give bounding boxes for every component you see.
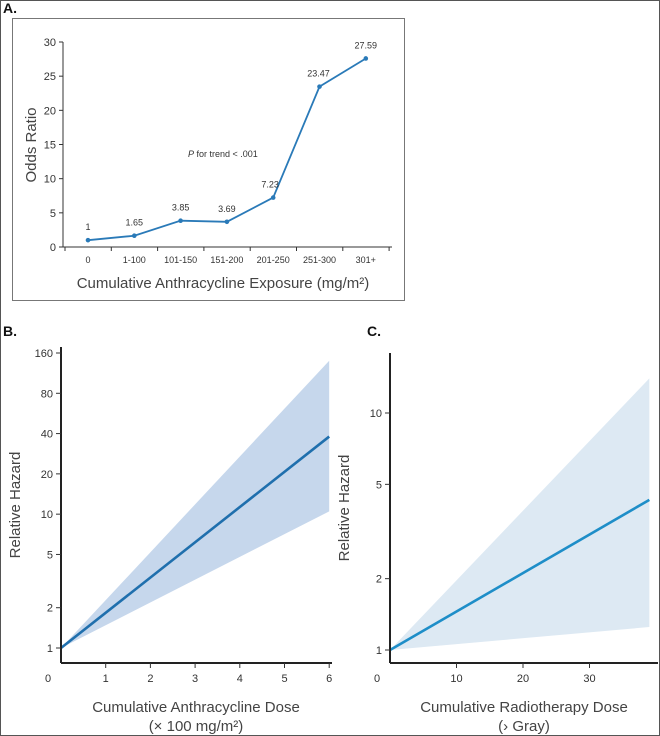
data-point-a [132,233,137,239]
y-tick-label-c: 2 [376,574,382,586]
x-tick-label-b: 0 [45,673,51,685]
y-tick-label-b: 5 [47,549,53,561]
y-tick-label-c: 10 [370,408,382,420]
x-tick-label-a: 251-300 [303,255,336,265]
y-tick-label-b: 160 [35,348,53,360]
x-tick-label-b: 6 [326,673,332,685]
x-tick-label-b: 2 [147,673,153,685]
y-tick-label-a: 30 [44,37,56,49]
panel-label-a: A. [3,0,17,16]
y-tick-label-b: 20 [41,469,53,481]
y-axis-label-c: Relative Hazard [336,455,353,562]
confidence-band-b [61,360,330,648]
y-axis-label-b: Relative Hazard [7,452,24,559]
series-line-c [389,498,651,652]
y-tick-label-c: 5 [376,479,382,491]
data-label-a: 3.85 [172,203,190,213]
x-tick-label-a: 151-200 [210,255,243,265]
x-tick-label-b: 3 [192,673,198,685]
data-point-a [85,237,91,243]
x-tick-label-b: 4 [237,673,243,685]
data-label-a: 1 [85,222,90,232]
x-tick-label-b: 5 [281,673,287,685]
data-point-a [317,84,322,89]
confidence-band-c [390,378,650,650]
x-tick-label-a: 0 [85,255,90,265]
y-tick-label-b: 80 [41,388,53,400]
panel-label-c: C. [367,323,381,339]
data-label-a: 7.23 [261,180,279,190]
x-axis-label-c: Cumulative Radiotherapy Dose [420,699,628,716]
y-tick-label-b: 40 [41,429,53,441]
y-tick-label-a: 0 [50,242,56,254]
y-tick-label-c: 1 [376,645,382,657]
x-axis-label-line2-c: (› Gray) [498,718,550,735]
x-tick-label-a: 301+ [356,255,376,265]
x-tick-label-a: 1-100 [123,255,146,265]
x-axis-label-a: Cumulative Anthracycline Exposure (mg/m²… [77,275,370,292]
x-tick-label-a: 101-150 [164,255,197,265]
data-label-a: 27.59 [355,40,378,50]
data-point-a [270,195,276,200]
y-tick-label-a: 20 [44,105,56,117]
data-label-a: 3.69 [218,204,236,214]
annotation-text: for trend < .001 [194,149,258,159]
panel-a-frame [12,18,405,301]
x-tick-label-c: 0 [374,673,380,685]
y-tick-label-b: 10 [41,509,53,521]
panel-label-b: B. [3,323,17,339]
data-point-a [363,56,369,61]
data-label-a: 23.47 [307,69,330,79]
x-tick-label-c: 10 [450,673,462,685]
data-label-a: 1.65 [126,218,144,228]
data-point-a [224,219,230,225]
y-tick-label-a: 5 [50,208,56,220]
y-tick-label-a: 25 [44,71,56,83]
x-tick-label-b: 1 [103,673,109,685]
x-axis-label-line2-b: (× 100 mg/m²) [149,718,244,735]
y-axis-label-a: Odds Ratio [23,107,40,182]
x-tick-label-c: 20 [517,673,529,685]
annotation-italic: P [188,149,194,159]
y-tick-label-a: 15 [44,140,56,152]
x-tick-label-c: 30 [583,673,595,685]
y-tick-label-a: 10 [44,174,56,186]
x-axis-label-b: Cumulative Anthracycline Dose [92,699,300,716]
y-tick-label-b: 2 [47,603,53,615]
y-tick-label-b: 1 [47,643,53,655]
series-line-b [60,435,331,650]
data-point-a [178,218,183,223]
annotation-a: P for trend < .001 [188,149,258,159]
x-tick-label-a: 201-250 [257,255,290,265]
